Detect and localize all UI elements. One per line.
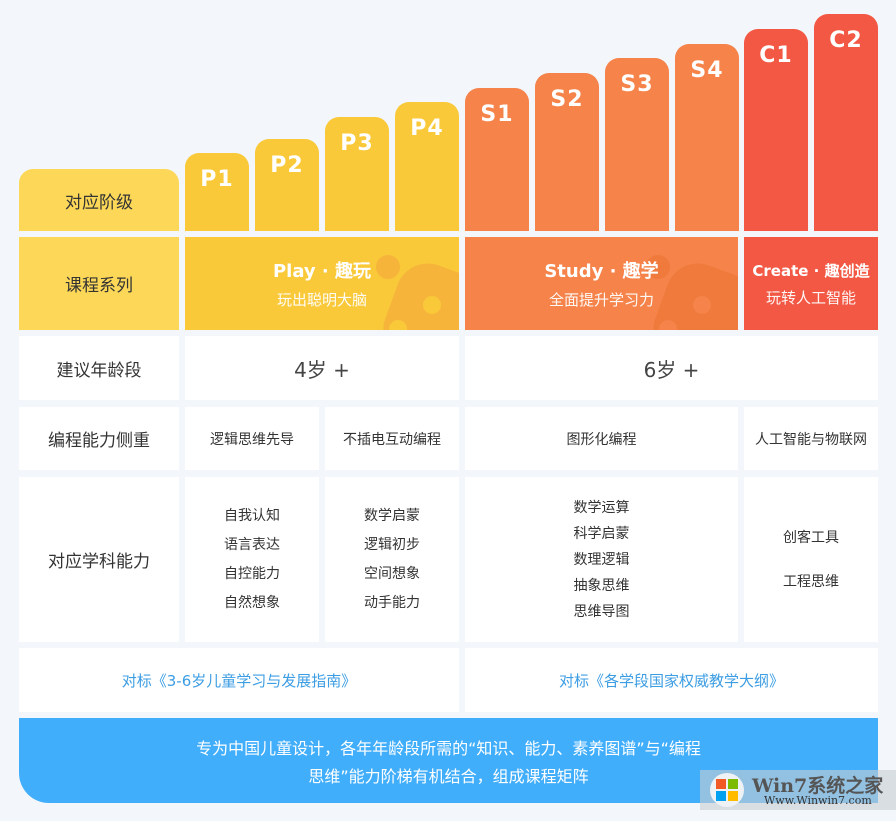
series-create-cell: Create · 趣创造 玩转人工智能 [744,237,878,330]
level-bar-p3: P3 [325,117,389,231]
focus-create: 人工智能与物联网 [744,407,878,470]
mascot-icon [376,255,459,330]
age-study-create: 6岁 + [465,336,878,400]
row-label-series: 课程系列 [19,237,179,330]
subjects-p34: 数学启蒙 逻辑初步 空间想象 动手能力 [325,477,459,642]
list-item: 工程思维 [783,573,839,590]
level-bar-s2: S2 [535,73,599,231]
focus-p12: 逻辑思维先导 [185,407,319,470]
mascot-icon [646,255,738,330]
watermark-url: Www.Winwin7.com [764,794,872,807]
watermark: Win7系统之家 Www.Winwin7.com [700,770,896,810]
benchmark-study: 对标《各学段国家权威教学大纲》 [465,648,878,712]
list-item: 数学启蒙 [364,507,420,524]
focus-study: 图形化编程 [465,407,738,470]
subjects-create: 创客工具 工程思维 [744,477,878,642]
series-study-title: Study · 趣学 [544,261,659,282]
level-bar-s1: S1 [465,88,529,231]
list-item: 自控能力 [224,565,280,582]
benchmark-play: 对标《3-6岁儿童学习与发展指南》 [19,648,459,712]
list-item: 空间想象 [364,565,420,582]
windows-logo-icon [710,773,744,807]
age-play: 4岁 + [185,336,459,400]
subjects-study: 数学运算 科学启蒙 数理逻辑 抽象思维 思维导图 [465,477,738,642]
list-item: 自然想象 [224,594,280,611]
list-item: 动手能力 [364,594,420,611]
row-label-age: 建议年龄段 [19,336,179,400]
subjects-p12: 自我认知 语言表达 自控能力 自然想象 [185,477,319,642]
series-play-subtitle: 玩出聪明大脑 [276,291,367,309]
focus-p34: 不插电互动编程 [325,407,459,470]
series-play-title: Play · 趣玩 [272,261,372,282]
level-bar-s3: S3 [605,58,669,231]
banner-line-2: 思维”能力阶梯有机结合，组成课程矩阵 [308,767,589,786]
series-study-cell: Study · 趣学 全面提升学习力 [465,237,738,330]
list-item: 语言表达 [224,536,280,553]
list-item: 抽象思维 [573,577,630,594]
level-bar-s4: S4 [675,44,739,231]
list-item: 创客工具 [783,529,839,546]
series-create-title: Create · 趣创造 [752,261,870,280]
list-item: 思维导图 [573,603,630,620]
row-label-level: 对应阶级 [19,169,179,231]
list-item: 数学运算 [573,499,630,516]
series-study-subtitle: 全面提升学习力 [548,291,654,309]
level-bar-c2: C2 [814,14,878,231]
list-item: 科学启蒙 [573,525,630,542]
banner-line-1: 专为中国儿童设计，各年年龄段所需的“知识、能力、素养图谱”与“编程 [196,739,701,758]
list-item: 数理逻辑 [573,551,630,568]
level-bar-p1: P1 [185,153,249,231]
level-bar-c1: C1 [744,29,808,231]
watermark-brand: Win7系统之家 [752,775,884,797]
row-label-subject: 对应学科能力 [19,477,179,642]
row-label-focus: 编程能力侧重 [19,407,179,470]
series-create-subtitle: 玩转人工智能 [765,288,856,307]
level-bar-p2: P2 [255,139,319,231]
list-item: 逻辑初步 [364,536,420,553]
series-play-cell: Play · 趣玩 玩出聪明大脑 [185,237,459,330]
level-bar-p4: P4 [395,102,459,231]
list-item: 自我认知 [224,507,280,524]
